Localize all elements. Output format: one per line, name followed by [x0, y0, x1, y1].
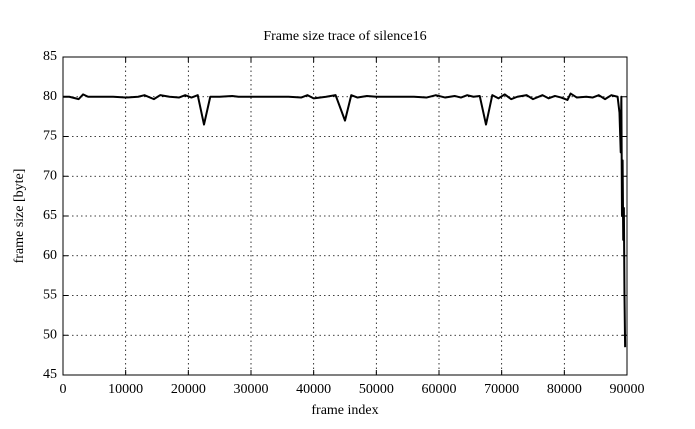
x-tick-label: 10000	[108, 382, 143, 397]
x-tick-label: 70000	[484, 382, 519, 397]
x-axis-label: frame index	[311, 403, 378, 418]
x-tick-label: 30000	[234, 382, 269, 397]
y-tick-label: 85	[43, 49, 57, 64]
y-tick-label: 65	[43, 208, 57, 223]
y-tick-label: 45	[43, 367, 57, 382]
y-axis-label: frame size [byte]	[12, 169, 27, 264]
chart-title: Frame size trace of silence16	[263, 29, 426, 44]
y-tick-label: 70	[43, 168, 57, 183]
x-tick-label: 40000	[296, 382, 331, 397]
y-tick-label: 75	[43, 129, 57, 144]
plot-frame	[62, 56, 628, 376]
y-tick-label: 80	[43, 89, 57, 104]
y-tick-label: 55	[43, 288, 57, 303]
x-tick-label: 80000	[547, 382, 582, 397]
y-tick-label: 50	[43, 327, 57, 342]
data-line	[63, 92, 627, 348]
x-tick-label: 60000	[422, 382, 457, 397]
y-tick-label: 60	[43, 248, 57, 263]
x-tick-label: 90000	[610, 382, 645, 397]
x-tick-label: 20000	[171, 382, 206, 397]
x-tick-label: 50000	[359, 382, 394, 397]
x-tick-label: 0	[60, 382, 67, 397]
